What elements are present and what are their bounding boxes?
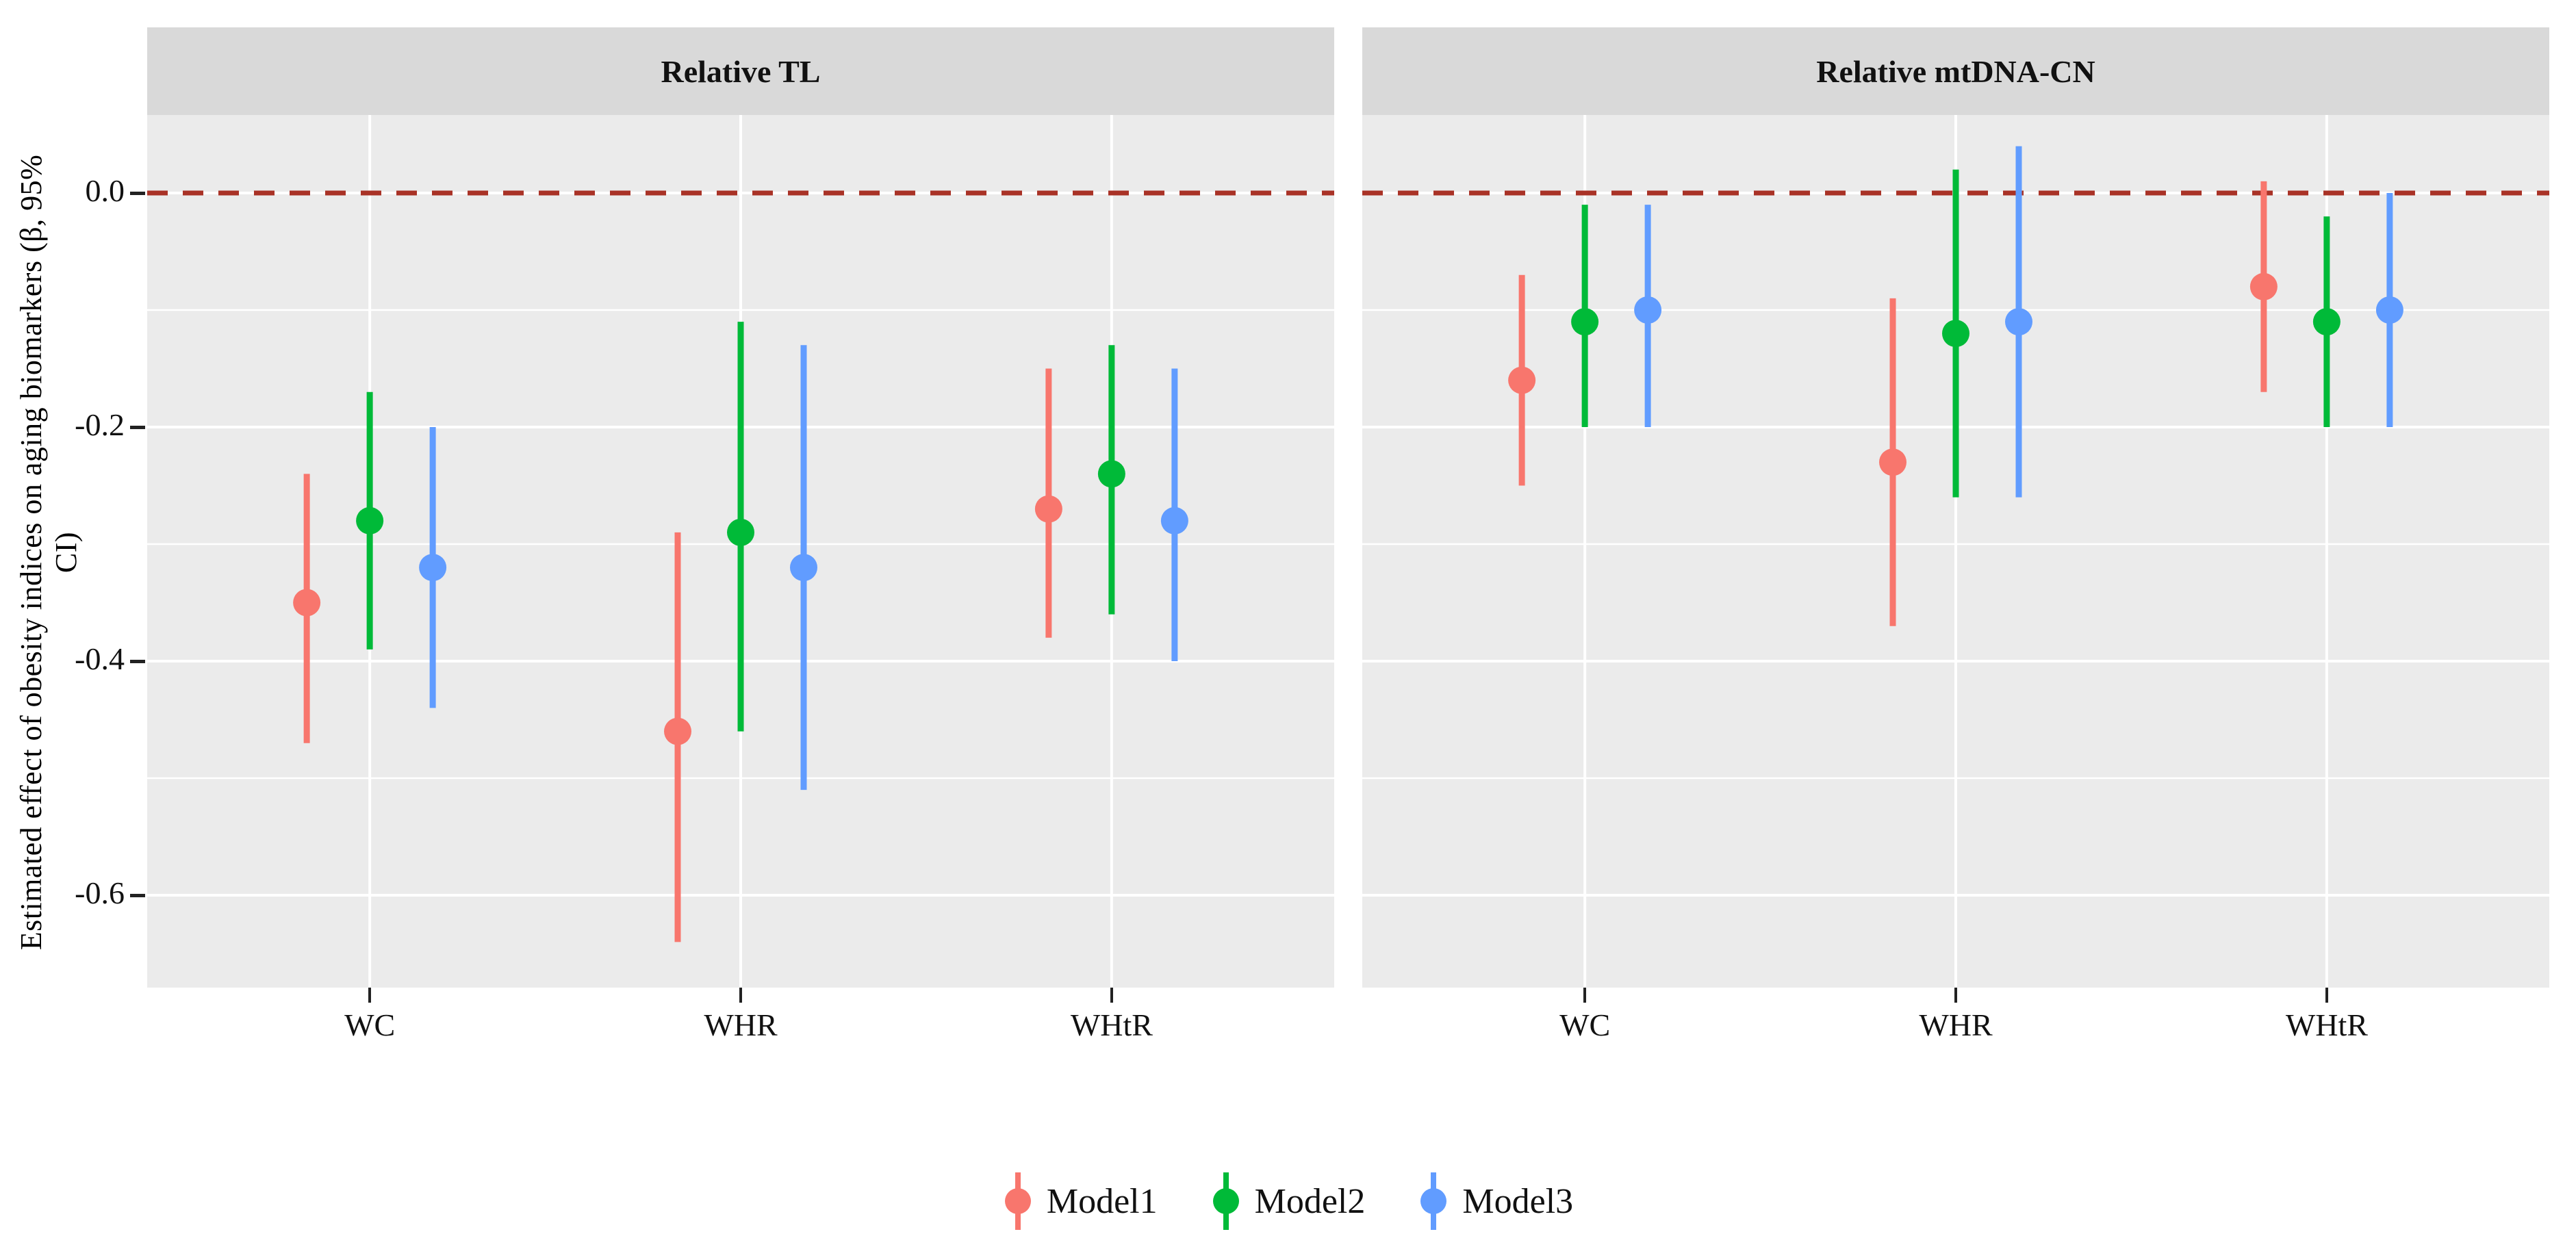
- beta-point: [1879, 448, 1907, 476]
- beta-point: [1097, 460, 1125, 488]
- panel-plot-area: [147, 115, 1334, 988]
- facet-title: Relative mtDNA-CN: [1816, 53, 2095, 89]
- pointrange-model1-whtr: [1034, 368, 1062, 638]
- beta-point: [1034, 495, 1062, 523]
- beta-point: [1942, 320, 1969, 348]
- legend-item-model2: Model2: [1211, 1168, 1366, 1234]
- beta-point: [2005, 308, 2032, 336]
- y-tick-mark: [130, 192, 145, 195]
- legend-key-icon: [1212, 1172, 1239, 1230]
- beta-point: [1508, 366, 1536, 394]
- facet-strip: Relative TL: [147, 27, 1334, 115]
- legend-key-point: [1212, 1188, 1239, 1214]
- beta-point: [2312, 308, 2341, 336]
- pointrange-model3-wc: [419, 427, 447, 708]
- legend-key-icon: [1004, 1172, 1031, 1230]
- x-tick-mark: [368, 988, 372, 1003]
- x-tick-mark: [1954, 988, 1957, 1003]
- pointrange-model1-whtr: [2249, 181, 2278, 392]
- x-tick-label: WHtR: [2285, 1007, 2368, 1042]
- x-tick-mark: [2325, 988, 2328, 1003]
- x-tick-label: WHtR: [1070, 1007, 1153, 1042]
- pointrange-model1-whr: [664, 532, 691, 942]
- pointrange-model3-whtr: [2375, 193, 2403, 427]
- panel-plot-area: [1362, 115, 2549, 988]
- beta-point: [293, 589, 321, 617]
- facet-strip: Relative mtDNA-CN: [1362, 27, 2549, 115]
- beta-point: [1160, 506, 1188, 535]
- pointrange-model3-whr: [2005, 146, 2032, 498]
- legend-item-model3: Model3: [1418, 1168, 1573, 1234]
- beta-point: [419, 554, 447, 582]
- x-tick-mark: [739, 988, 742, 1003]
- pointrange-model2-whr: [727, 322, 754, 732]
- y-tick-mark: [130, 426, 145, 429]
- y-tick-label: -0.6: [75, 875, 125, 910]
- beta-point: [664, 717, 691, 745]
- y-tick-label: 0.0: [85, 173, 125, 208]
- pointrange-model2-whtr: [1097, 345, 1125, 615]
- y-tick-mark: [130, 894, 145, 897]
- legend-key-point: [1004, 1188, 1031, 1214]
- x-tick-label: WC: [1559, 1007, 1611, 1042]
- beta-point: [727, 518, 754, 546]
- beta-point: [1634, 296, 1662, 324]
- legend-item-model1: Model1: [1003, 1168, 1158, 1234]
- beta-point: [790, 554, 817, 582]
- pointrange-model2-whtr: [2312, 216, 2341, 427]
- beta-point: [356, 506, 384, 535]
- legend-label: Model1: [1046, 1181, 1158, 1221]
- pointrange-model1-whr: [1879, 298, 1907, 626]
- legend: Model1 Model2 Model3: [0, 1157, 2576, 1246]
- pointrange-model3-wc: [1634, 205, 1662, 427]
- x-tick-mark: [1110, 988, 1113, 1003]
- y-tick-label: -0.2: [75, 407, 125, 442]
- pointrange-model1-wc: [1508, 274, 1536, 486]
- legend-key-icon: [1420, 1172, 1447, 1230]
- pointrange-model1-wc: [293, 474, 321, 743]
- y-tick-label: -0.4: [75, 641, 125, 676]
- beta-point: [2249, 272, 2278, 300]
- x-tick-mark: [1583, 988, 1587, 1003]
- beta-point: [2375, 296, 2403, 324]
- pointrange-model2-wc: [1571, 205, 1599, 427]
- pointrange-model2-whr: [1942, 169, 1969, 498]
- beta-point: [1571, 308, 1599, 336]
- legend-key-point: [1420, 1188, 1447, 1214]
- facet-title: Relative TL: [661, 53, 821, 89]
- x-tick-label: WHR: [704, 1007, 778, 1042]
- y-axis-title: Estimated effect of obesity indices on a…: [14, 154, 83, 951]
- legend-label: Model3: [1462, 1181, 1574, 1221]
- pointrange-model2-wc: [356, 391, 384, 650]
- x-tick-label: WC: [344, 1007, 396, 1042]
- legend-label: Model2: [1254, 1181, 1366, 1221]
- pointrange-model3-whtr: [1160, 368, 1188, 661]
- y-tick-mark: [130, 660, 145, 663]
- x-tick-label: WHR: [1919, 1007, 1993, 1042]
- pointrange-model3-whr: [790, 345, 817, 790]
